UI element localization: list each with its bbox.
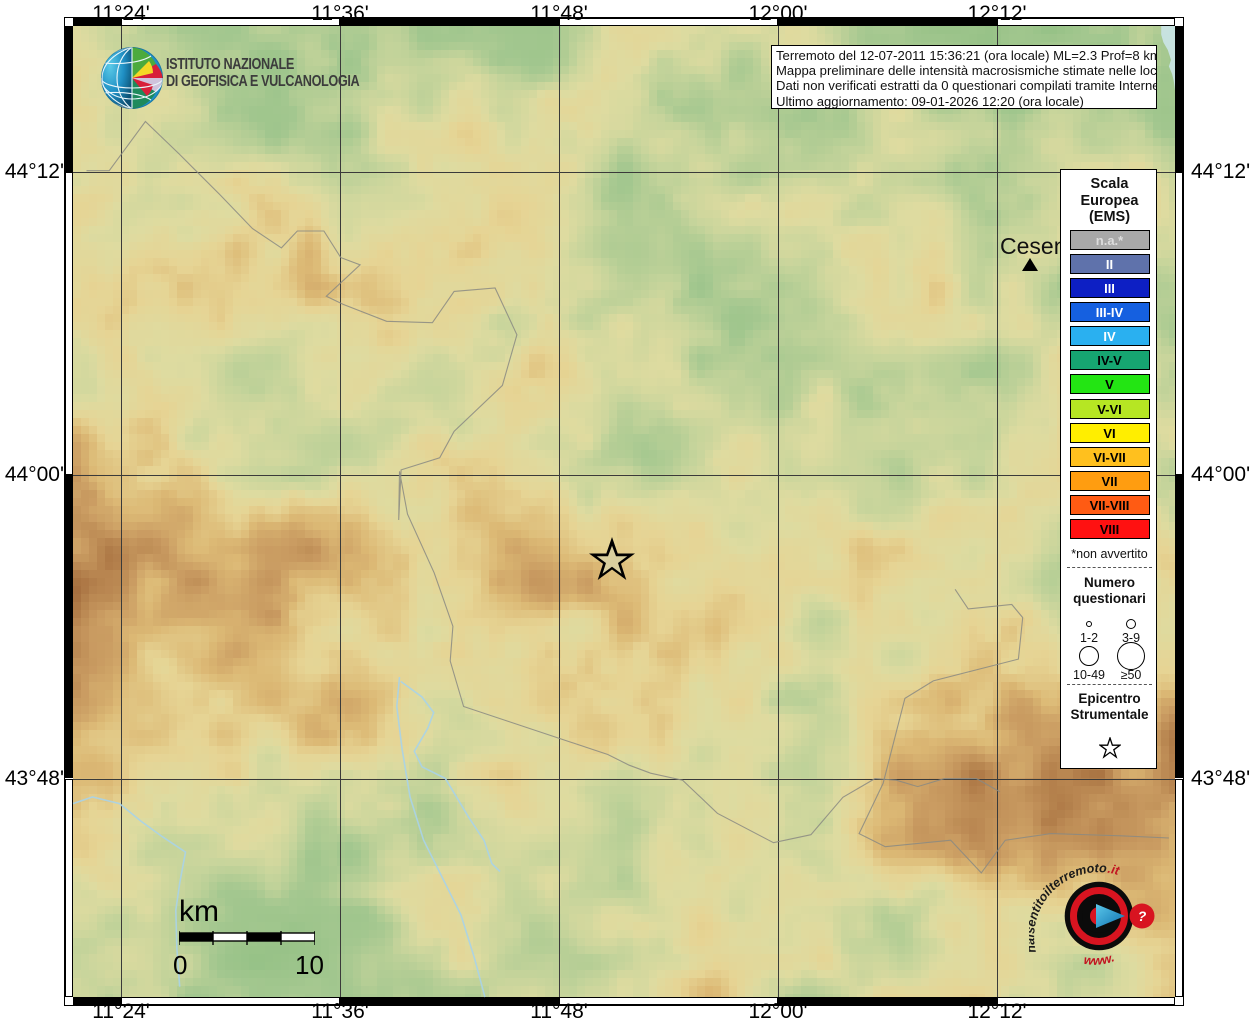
svg-text:?: ?	[1138, 908, 1147, 924]
svg-text:.it: .it	[1107, 862, 1122, 878]
svg-text:www.: www.	[1083, 950, 1116, 968]
